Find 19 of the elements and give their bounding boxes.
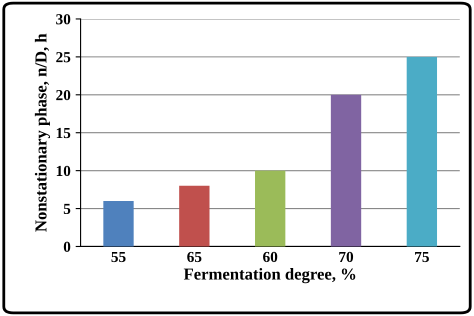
bar [255, 170, 286, 246]
x-tick-label: 65 [187, 252, 202, 262]
x-tick-label: 70 [339, 252, 354, 262]
y-tick-label: 5 [64, 204, 70, 214]
bar [406, 56, 438, 246]
y-tick-label: 15 [56, 128, 70, 138]
y-tick-label: 30 [56, 14, 70, 24]
bar [330, 94, 362, 246]
y-tick-label: 25 [56, 52, 70, 62]
x-tick-label: 75 [415, 252, 429, 262]
y-tick-label: 10 [56, 166, 70, 176]
y-tick-label: 20 [56, 90, 70, 100]
x-tick-label: 60 [263, 252, 278, 262]
bar [179, 186, 210, 246]
y-tick-label: 0 [64, 242, 70, 252]
bar [103, 200, 134, 246]
x-axis-title: Fermentation degree, % [184, 268, 356, 284]
y-axis-title: Nonstationary phase, n/D, h [34, 34, 50, 232]
x-tick-label: 55 [111, 252, 126, 262]
